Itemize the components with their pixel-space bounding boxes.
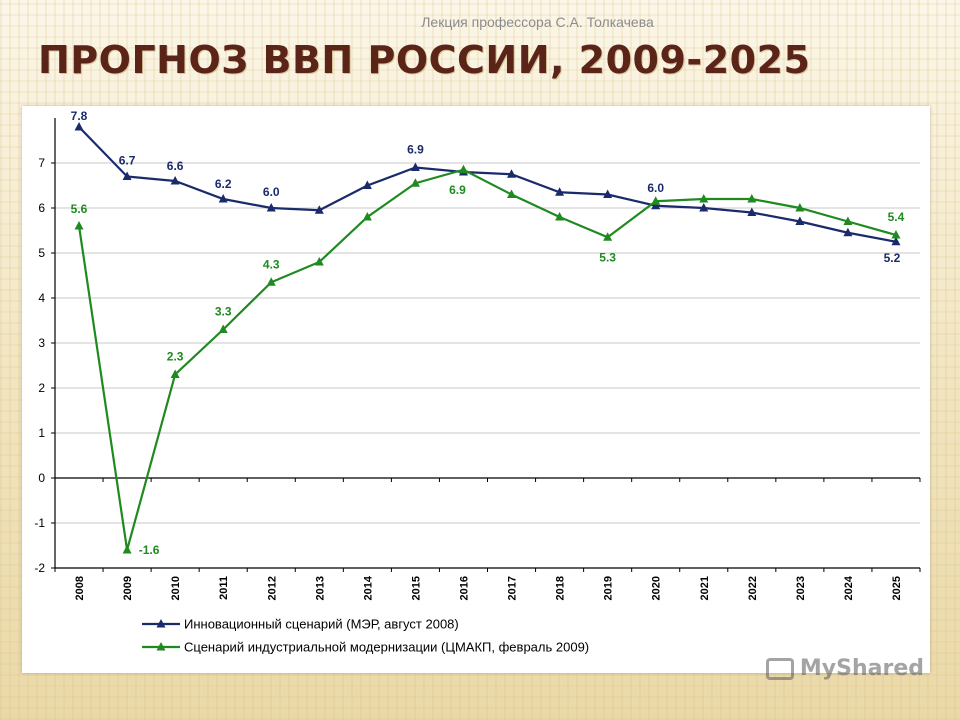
x-tick-label: 2008 [74, 576, 86, 600]
slide-title: ПРОГНОЗ ВВП РОССИИ, 2009-2025 [38, 38, 811, 82]
data-point-marker [122, 545, 132, 554]
slide-subtitle: Лекция профессора С.А. Толкачева [421, 14, 654, 30]
watermark-logo-icon [765, 657, 794, 680]
data-point-marker [218, 324, 228, 333]
data-point-marker [843, 216, 853, 225]
x-tick-label: 2011 [218, 576, 230, 600]
watermark-text: MyShared [799, 656, 924, 681]
data-point-marker [603, 189, 613, 198]
data-point-marker [651, 196, 661, 205]
data-point-marker [699, 194, 709, 203]
data-label: -1.6 [139, 543, 160, 557]
y-tick-label: 1 [38, 426, 45, 440]
data-point-marker [362, 212, 372, 221]
data-point-marker [891, 230, 901, 239]
x-tick-label: 2023 [795, 576, 807, 600]
x-tick-label: 2016 [458, 576, 470, 600]
data-point-marker [218, 194, 228, 203]
data-label: 5.3 [599, 250, 616, 264]
y-tick-label: 3 [38, 336, 45, 350]
data-point-marker [362, 180, 372, 189]
data-point-marker [603, 232, 613, 241]
x-tick-label: 2017 [507, 576, 519, 600]
x-tick-label: 2018 [555, 576, 567, 600]
data-label: 6.7 [119, 154, 136, 168]
y-tick-label: 6 [38, 201, 45, 215]
data-point-marker [555, 187, 565, 196]
data-point-marker [507, 169, 517, 178]
x-tick-label: 2019 [603, 576, 615, 600]
legend-label: Инновационный сценарий (МЭР, август 2008… [184, 617, 459, 632]
data-label: 6.9 [407, 143, 424, 157]
data-label: 6.9 [449, 183, 466, 197]
x-tick-label: 2012 [266, 576, 278, 600]
data-label: 6.0 [263, 185, 280, 199]
data-point-marker [747, 207, 757, 216]
data-point-marker [74, 122, 84, 131]
data-label: 6.6 [167, 159, 184, 173]
data-point-marker [507, 189, 517, 198]
data-point-marker [122, 171, 132, 180]
y-tick-label: 0 [38, 471, 45, 485]
data-point-marker [266, 203, 276, 212]
data-label: 4.3 [263, 257, 280, 271]
data-point-marker [314, 205, 324, 214]
x-tick-label: 2021 [699, 576, 711, 600]
data-point-marker [555, 212, 565, 221]
gdp-line-chart: -2 -1 0 1 2 3 4 5 6 7 2008 2009 2010 2011 2012 2013 2014… [34, 109, 921, 655]
x-tick-label: 2020 [651, 576, 663, 600]
data-point-marker [843, 227, 853, 237]
data-point-marker [747, 194, 757, 203]
y-tick-label: 2 [38, 381, 45, 395]
x-tick-label: 2009 [122, 576, 134, 600]
data-point-marker [170, 176, 180, 185]
data-label: 6.2 [215, 177, 232, 191]
x-tick-label: 2024 [843, 575, 855, 600]
series-line [78, 126, 897, 243]
data-point-marker [74, 221, 84, 230]
x-tick-label: 2010 [170, 576, 182, 600]
data-label: 2.3 [167, 350, 184, 364]
series-line [77, 168, 897, 551]
data-label: 3.3 [215, 305, 232, 319]
data-point-marker [170, 369, 180, 378]
x-tick-label: 2015 [410, 576, 422, 600]
y-tick-label: 4 [38, 291, 45, 305]
data-point-marker [410, 178, 420, 187]
legend-marker [156, 642, 166, 651]
x-tick-label: 2022 [747, 576, 759, 600]
data-label: 5.4 [888, 210, 905, 224]
y-tick-label: 7 [38, 156, 45, 170]
data-label: 5.6 [71, 202, 88, 216]
x-tick-label: 2025 [891, 576, 903, 600]
data-point-marker [266, 277, 276, 286]
data-point-marker [795, 203, 805, 212]
data-point-marker [458, 164, 468, 174]
data-label: 5.2 [884, 251, 901, 265]
data-point-marker [699, 203, 709, 212]
x-tick-label: 2013 [314, 576, 326, 600]
chart-panel: -2 -1 0 1 2 3 4 5 6 7 2008 2009 2010 2011 2012 2013 2014… [22, 106, 930, 673]
y-tick-label: -1 [34, 516, 45, 530]
data-point-marker [651, 200, 661, 210]
data-point-marker [314, 257, 324, 266]
legend-marker [156, 619, 166, 628]
data-point-marker [891, 236, 901, 246]
data-point-marker [795, 216, 805, 225]
x-tick-label: 2014 [362, 575, 374, 600]
data-label: 7.8 [71, 109, 88, 123]
data-label: 6.0 [647, 181, 664, 195]
legend-label: Сценарий индустриальной модернизации (ЦМ… [184, 640, 589, 655]
y-tick-label: -2 [34, 561, 45, 575]
y-tick-label: 5 [38, 246, 45, 260]
watermark: MyShared [765, 656, 924, 681]
data-point-marker [410, 162, 420, 171]
